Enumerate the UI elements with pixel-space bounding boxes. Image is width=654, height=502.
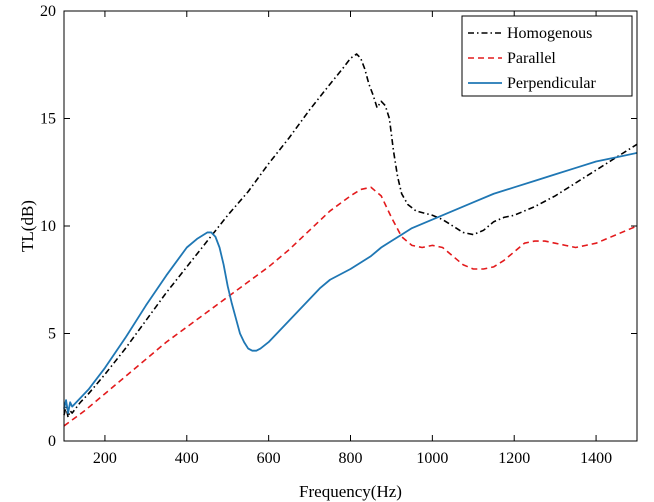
x-tick-label: 800	[339, 450, 363, 467]
x-tick-label: 1200	[498, 450, 530, 467]
y-tick-label: 10	[40, 218, 56, 235]
ticks-layer: 200 400 600 800 1000 1200 1400 0 5 10 15 20	[40, 3, 637, 467]
y-tick-label: 0	[48, 433, 56, 450]
legend-label-perpendicular: Perpendicular	[507, 75, 597, 92]
series-line-parallel	[63, 186, 638, 427]
x-axis-label: Frequency(Hz)	[299, 482, 402, 501]
legend: Homogenous Parallel Perpendicular	[461, 15, 633, 97]
y-tick-label: 5	[48, 326, 56, 343]
x-tick-label: 1000	[416, 450, 448, 467]
legend-label-homogenous: Homogenous	[507, 25, 592, 42]
legend-label-parallel: Parallel	[507, 50, 556, 67]
series-layer	[63, 53, 638, 427]
x-tick-label: 200	[93, 450, 117, 467]
y-axis-label: TL(dB)	[18, 200, 37, 252]
x-tick-label: 1400	[580, 450, 612, 467]
y-tick-label: 15	[40, 111, 56, 128]
series-line-perpendicular	[63, 152, 638, 414]
y-tick-label: 20	[40, 3, 56, 20]
x-tick-label: 400	[175, 450, 199, 467]
series-line-homogenous	[63, 53, 638, 419]
x-tick-label: 600	[257, 450, 281, 467]
